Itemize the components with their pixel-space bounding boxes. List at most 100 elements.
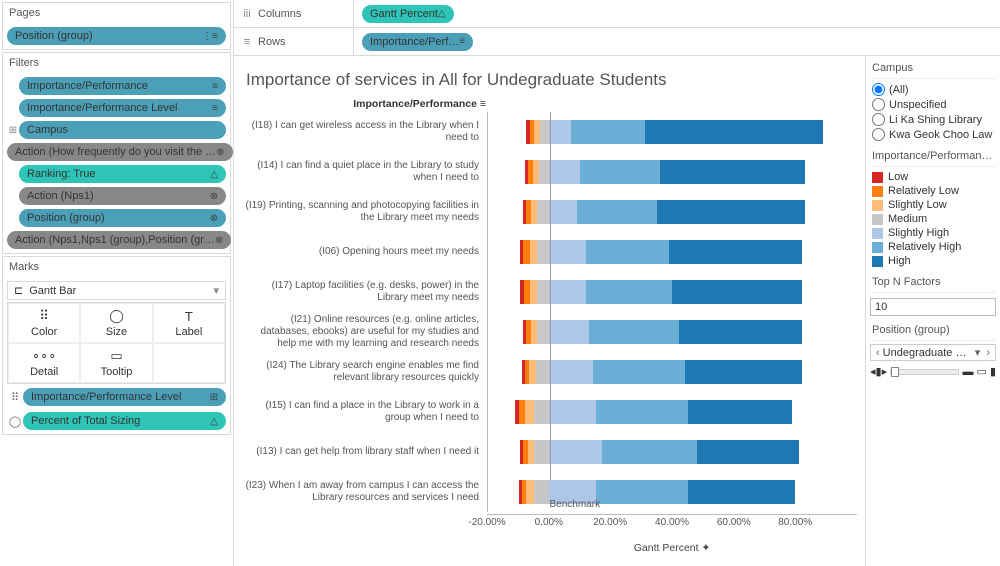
legend-item[interactable]: Low <box>870 170 996 184</box>
bar-segment[interactable] <box>525 400 534 424</box>
bar-segment[interactable] <box>589 320 678 344</box>
legend-item[interactable]: Medium <box>870 212 996 226</box>
right-sidebar: Campus (All)UnspecifiedLi Ka Shing Libra… <box>865 56 1000 566</box>
marks-cell[interactable] <box>153 343 225 383</box>
bar-segment[interactable] <box>596 400 688 424</box>
benchmark-label: Benchmark <box>550 499 601 510</box>
bar-segment[interactable] <box>549 200 577 224</box>
slider-icons: ▬ ▭ ▮ <box>962 365 996 378</box>
chevron-down-icon[interactable]: ▾ <box>972 346 984 359</box>
next-icon[interactable]: › <box>983 347 993 359</box>
bar-segment[interactable] <box>593 360 685 384</box>
row-label: (I14) I can find a quiet place in the Li… <box>242 152 487 192</box>
pages-pill[interactable]: Position (group) ⋮≡ <box>7 27 226 45</box>
bar-segment[interactable] <box>688 400 793 424</box>
bar-segment[interactable] <box>537 200 549 224</box>
bar-segment[interactable] <box>537 280 549 304</box>
bar-segment[interactable] <box>669 240 801 264</box>
left-sidebar: Pages Position (group) ⋮≡ Filters Import… <box>0 0 234 566</box>
bar-segment[interactable] <box>534 440 549 464</box>
bar-segment[interactable] <box>540 120 549 144</box>
row-label: (I13) I can get help from library staff … <box>242 432 487 472</box>
columns-shelf[interactable]: iii Columns Gantt Percent△ <box>234 0 1000 28</box>
filter-pill[interactable]: Action (How frequently do you visit the … <box>7 143 233 161</box>
filter-pill[interactable]: Importance/Performance Level≡ <box>19 99 226 117</box>
row-labels: (I18) I can get wireless access in the L… <box>242 112 487 512</box>
row-label: (I23) When I am away from campus I can a… <box>242 472 487 512</box>
bar-segment[interactable] <box>672 280 801 304</box>
prev-icon[interactable]: ‹ <box>873 347 883 359</box>
bar-segment[interactable] <box>549 120 571 144</box>
bar-segment[interactable] <box>688 480 796 504</box>
filter-pill[interactable]: Action (Nps1)⊗ <box>19 187 226 205</box>
position-slider[interactable]: ◂▮▸ ▬ ▭ ▮ <box>870 365 996 378</box>
bar-segment[interactable] <box>536 360 550 384</box>
plot-area[interactable]: Benchmark <box>487 112 857 512</box>
bar-segment[interactable] <box>534 400 549 424</box>
bar-segment[interactable] <box>602 440 697 464</box>
marks-pill[interactable]: Percent of Total Sizing△ <box>23 412 226 430</box>
bar-segment[interactable] <box>580 160 660 184</box>
bar-segment[interactable] <box>549 320 589 344</box>
bar-segment[interactable] <box>571 120 645 144</box>
marks-cell[interactable]: ▭Tooltip <box>80 343 152 383</box>
filter-pill[interactable]: Campus <box>19 121 226 139</box>
filter-pill[interactable]: Importance/Performance≡ <box>19 77 226 95</box>
bar-segment[interactable] <box>596 480 688 504</box>
bar-segment[interactable] <box>549 160 580 184</box>
bar-segment[interactable] <box>660 160 805 184</box>
topn-input[interactable] <box>870 298 996 316</box>
columns-pill[interactable]: Gantt Percent△ <box>362 5 454 23</box>
bar-segment[interactable] <box>539 160 550 184</box>
campus-option[interactable]: Kwa Geok Choo Law … <box>870 127 996 142</box>
bar-segment[interactable] <box>534 480 549 504</box>
filter-pill[interactable]: Position (group)⊗ <box>19 209 226 227</box>
bar-segment[interactable] <box>645 120 823 144</box>
marks-pill[interactable]: Importance/Performance Level⊞ <box>23 388 226 406</box>
bar-segment[interactable] <box>679 320 802 344</box>
bar-segment[interactable] <box>697 440 798 464</box>
marks-title: Marks <box>3 257 230 277</box>
chevron-down-icon: ▾ <box>213 284 219 297</box>
bar-segment[interactable] <box>530 280 538 304</box>
filters-title: Filters <box>3 53 230 73</box>
position-select[interactable]: ‹ Undegraduate St… ▾ › <box>870 344 996 361</box>
bar-segment[interactable] <box>586 240 669 264</box>
marks-cell[interactable]: ∘∘∘Detail <box>8 343 80 383</box>
legend-item[interactable]: Slightly Low <box>870 198 996 212</box>
bar-segment[interactable] <box>586 280 672 304</box>
bar-segment[interactable] <box>549 440 601 464</box>
legend-item[interactable]: Relatively High <box>870 240 996 254</box>
campus-option[interactable]: Li Ka Shing Library <box>870 112 996 127</box>
row-label: (I19) Printing, scanning and photocopyin… <box>242 192 487 232</box>
legend-item[interactable]: Slightly High <box>870 226 996 240</box>
bar-segment[interactable] <box>537 320 549 344</box>
row-label: (I15) I can find a place in the Library … <box>242 392 487 432</box>
marks-cell[interactable]: TLabel <box>153 303 225 343</box>
bar-segment[interactable] <box>530 240 538 264</box>
campus-option[interactable]: Unspecified <box>870 97 996 112</box>
main-panel: iii Columns Gantt Percent△ ≡ Rows Import… <box>234 0 1000 566</box>
rows-shelf[interactable]: ≡ Rows Importance/Perf…≡ <box>234 28 1000 56</box>
rows-pill[interactable]: Importance/Perf…≡ <box>362 33 473 51</box>
chart-title: Importance of services in All for Undegr… <box>246 70 857 90</box>
marks-cell[interactable]: ◯Size <box>80 303 152 343</box>
filter-pill[interactable]: Ranking: True△ <box>19 165 226 183</box>
bar-segment[interactable] <box>526 480 534 504</box>
bar-segment[interactable] <box>685 360 802 384</box>
campus-filter: Campus (All)UnspecifiedLi Ka Shing Libra… <box>870 60 996 142</box>
filter-pill[interactable]: Action (Nps1,Nps1 (group),Position (gr…⊗ <box>7 231 231 249</box>
bar-segment[interactable] <box>549 400 595 424</box>
bar-segment[interactable] <box>549 360 592 384</box>
marks-type-select[interactable]: ⊏ Gantt Bar ▾ <box>7 281 226 300</box>
legend-item[interactable]: Relatively Low <box>870 184 996 198</box>
x-axis-title: Gantt Percent ✦ <box>487 542 857 554</box>
bar-segment[interactable] <box>549 280 586 304</box>
legend-item[interactable]: High <box>870 254 996 268</box>
marks-cell[interactable]: ⠿Color <box>8 303 80 343</box>
bar-segment[interactable] <box>657 200 805 224</box>
campus-option[interactable]: (All) <box>870 82 996 97</box>
bar-segment[interactable] <box>537 240 549 264</box>
bar-segment[interactable] <box>549 240 586 264</box>
bar-segment[interactable] <box>577 200 657 224</box>
